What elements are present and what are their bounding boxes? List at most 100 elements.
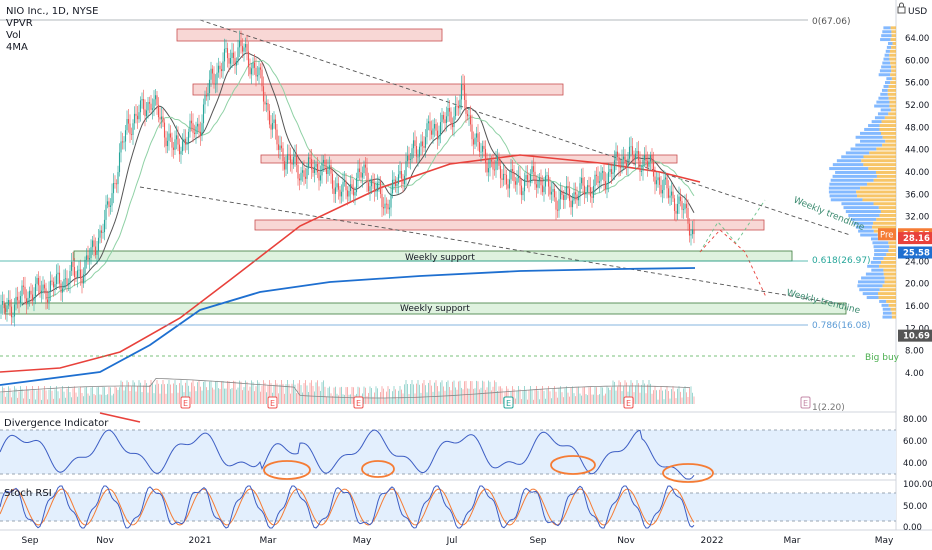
volume-bar	[93, 393, 95, 404]
volume-bar	[210, 380, 212, 404]
volume-bar	[659, 389, 660, 404]
volume-bar	[114, 386, 116, 404]
time-tick-label: May	[875, 536, 894, 546]
volume-bar	[339, 387, 341, 404]
vpvr-bar-down	[888, 96, 896, 100]
candle-body	[150, 103, 152, 110]
candle-body	[465, 99, 467, 114]
candle-body	[303, 170, 305, 177]
volume-bar	[567, 392, 569, 404]
candle-body	[177, 135, 179, 145]
candle-body	[168, 133, 170, 141]
volume-bar	[368, 392, 369, 404]
indicator-vol[interactable]: Vol	[6, 30, 21, 41]
volume-bar	[101, 394, 102, 404]
candle-body	[333, 188, 335, 194]
vpvr-bar-up	[871, 120, 882, 124]
candle-body	[348, 191, 350, 197]
volume-bar	[290, 393, 291, 404]
divergence-tick-label: 40.00	[903, 459, 927, 469]
price-axis[interactable]: 64.00 60.00 56.00 52.00 48.00 44.00 40.00 36.00…	[905, 34, 929, 379]
candle-body	[525, 175, 527, 180]
candle-body	[426, 123, 428, 138]
candle-body	[633, 155, 635, 160]
price-label-box	[898, 232, 932, 245]
volume-bar	[201, 390, 203, 404]
candle-body	[364, 164, 367, 168]
volume-bar	[681, 397, 683, 404]
candle-body	[463, 84, 466, 100]
vpvr-bar-down	[889, 104, 896, 108]
vpvr-bar-up	[884, 53, 890, 57]
earnings-marker-label: E	[183, 399, 188, 408]
candle-body	[240, 40, 242, 46]
vpvr-bar-up	[886, 45, 892, 49]
time-tick-label: Sep	[22, 536, 39, 546]
volume-bar	[486, 387, 488, 404]
vpvr-bar-down	[879, 127, 896, 131]
candle-body	[471, 124, 473, 140]
candle-body	[91, 240, 94, 248]
candle-body	[1, 301, 4, 305]
earnings-marker	[623, 396, 634, 409]
candle-body	[681, 201, 683, 210]
price-label-value: 25.58	[903, 249, 930, 259]
earnings-marker-label: E	[270, 399, 275, 408]
candle-body	[16, 296, 19, 301]
volume-bar	[222, 381, 224, 404]
volume-bar	[83, 396, 84, 404]
volume-bar	[312, 385, 314, 404]
candle-body	[55, 274, 58, 285]
vpvr-bar-down	[862, 198, 896, 202]
volume-bar	[536, 386, 537, 404]
candle-body	[582, 177, 584, 186]
volume-bar	[332, 395, 333, 404]
volume-bar	[11, 397, 12, 404]
price-tick-label: 16.00	[905, 302, 929, 312]
candle-body	[63, 279, 65, 289]
volume-bar	[185, 382, 186, 404]
time-axis[interactable]: Sep Nov 2021 Mar May Jul Sep Nov 2022 Mar May	[22, 536, 894, 546]
volume-bar	[219, 389, 221, 404]
fib-786-label: 0.786(16.08)	[812, 321, 871, 331]
vpvr-bar-up	[841, 202, 874, 206]
volume-bar	[258, 382, 260, 404]
lock-icon[interactable]	[897, 2, 906, 14]
volume-bar	[668, 391, 669, 404]
candle-body	[40, 290, 43, 294]
candle-body	[490, 159, 493, 162]
weekly-support-label-2: Weekly support	[400, 304, 470, 314]
price-tick-label: 36.00	[905, 190, 929, 200]
vpvr-bar-down	[875, 170, 896, 174]
vpvr-bar-down	[883, 268, 896, 272]
candle-body	[207, 92, 209, 97]
indicator-4ma[interactable]: 4MA	[6, 42, 28, 53]
candle-body	[454, 105, 457, 117]
volume-bar	[396, 398, 398, 404]
candle-body	[57, 272, 59, 275]
volume-bar	[363, 386, 365, 404]
candle-body	[331, 173, 334, 189]
candle-body	[541, 185, 544, 193]
candle-body	[121, 141, 124, 143]
candle-body	[691, 229, 694, 235]
indicator-vpvr[interactable]: VPVR	[6, 18, 33, 29]
vpvr-bar-down	[889, 57, 896, 61]
candle-body	[211, 68, 214, 74]
time-tick-label: Sep	[530, 536, 547, 546]
volume-bar	[542, 386, 543, 404]
volume-bar	[527, 399, 528, 404]
volume-bar	[500, 386, 501, 404]
candle-body	[4, 308, 7, 312]
vpvr-bar-up	[835, 170, 876, 174]
candle-body	[484, 148, 487, 163]
volume-bar	[593, 394, 594, 404]
candle-body	[361, 173, 364, 178]
volume-bar	[165, 393, 167, 404]
volume-bar	[606, 386, 608, 404]
volume-bar	[240, 381, 242, 404]
candle-body	[34, 283, 37, 298]
volume-bar	[597, 395, 599, 404]
